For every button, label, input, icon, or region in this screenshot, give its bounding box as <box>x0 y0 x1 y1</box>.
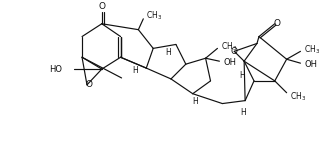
Text: H: H <box>192 97 198 106</box>
Text: O: O <box>86 80 92 89</box>
Text: CH$_3$: CH$_3$ <box>146 10 162 22</box>
Text: CH$_3$: CH$_3$ <box>305 43 320 56</box>
Text: OH: OH <box>223 58 237 67</box>
Text: H: H <box>239 71 245 81</box>
Text: H: H <box>133 66 138 75</box>
Text: O: O <box>98 2 105 11</box>
Text: H: H <box>165 48 171 57</box>
Text: CH$_3$: CH$_3$ <box>221 40 237 53</box>
Text: HO: HO <box>49 65 62 74</box>
Text: OH: OH <box>305 60 318 69</box>
Text: O: O <box>231 47 238 56</box>
Text: H: H <box>240 108 246 117</box>
Text: O: O <box>273 19 280 28</box>
Text: CH$_3$: CH$_3$ <box>290 90 306 103</box>
